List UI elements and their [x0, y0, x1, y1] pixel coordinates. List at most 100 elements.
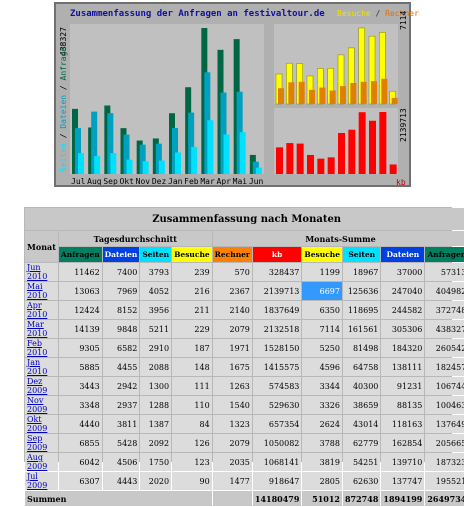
group-monthly: Monats-Summe — [212, 231, 464, 246]
bar-seiten — [110, 153, 117, 174]
table-row: Dez 2009 3443 2942 1300 111 1263 574583 3344 403… — [25, 377, 464, 395]
table-cell: 12424 — [58, 301, 102, 319]
table-cell: 3443 — [58, 377, 102, 395]
table-cell: 9305 — [58, 339, 102, 357]
bar-dateien — [91, 111, 98, 174]
col-dateien-daily: Dateien — [102, 247, 140, 262]
bar-dateien — [188, 112, 195, 174]
month-link[interactable]: Apr 2010 — [27, 301, 48, 319]
table-cell: 2035 — [212, 453, 252, 471]
table-cell: 3348 — [58, 396, 102, 414]
bar-seiten — [78, 153, 84, 174]
bar-rechner — [288, 82, 295, 104]
bar-seiten — [207, 120, 214, 174]
bar-seiten — [223, 134, 230, 174]
legend-separator: / — [370, 9, 386, 18]
month-link[interactable]: Okt 2009 — [27, 415, 48, 433]
bar-kb — [358, 112, 366, 174]
col-anfragen-monthly: Anfragen — [425, 247, 464, 262]
table-cell: 3819 — [302, 453, 342, 471]
table-row: Sep 2009 6855 5428 2092 126 2079 1050082 3788 62… — [25, 434, 464, 452]
month-link[interactable]: Mar 2010 — [27, 320, 48, 338]
bar-dateien — [107, 113, 114, 174]
month-cell: Nov 2009 — [25, 396, 58, 414]
month-link[interactable]: Aug 2009 — [27, 453, 48, 471]
month-cell: Jun 2010 — [25, 263, 58, 281]
table-cell: 57313 — [425, 263, 464, 281]
table-cell: 123 — [172, 453, 212, 471]
table-cell: 43014 — [342, 415, 381, 433]
table-cell: 6350 — [302, 301, 342, 319]
table-cell: 13063 — [58, 282, 102, 300]
table-cell: 8152 — [102, 301, 140, 319]
bar-rechner — [381, 78, 388, 104]
table-cell: 6855 — [58, 434, 102, 452]
bar-kb — [317, 158, 325, 174]
month-link[interactable]: Nov 2009 — [27, 396, 48, 414]
bar-kb — [338, 132, 345, 174]
table-cell: 118163 — [381, 415, 425, 433]
table-cell: 138111 — [381, 358, 425, 376]
table-cell: 7969 — [102, 282, 140, 300]
month-link[interactable]: Jan 2010 — [27, 358, 48, 376]
table-cell: 1415575 — [252, 358, 302, 376]
table-cell: 4596 — [302, 358, 342, 376]
table-cell: 139710 — [381, 453, 425, 471]
table-cell: 205665 — [425, 434, 464, 452]
table-cell: 126 — [172, 434, 212, 452]
table-cell: 6582 — [102, 339, 140, 357]
left-legend-part: / — [59, 129, 68, 143]
table-cell: 2140 — [212, 301, 252, 319]
bar-seiten — [191, 146, 198, 174]
table-cell: 2910 — [140, 339, 172, 357]
month-tick: Sep — [103, 177, 118, 185]
chart-legend-right: Besuche / Rechner — [337, 9, 419, 18]
month-tick: Apr — [217, 177, 232, 185]
table-cell: 229 — [172, 320, 212, 338]
table-cell: 64758 — [342, 358, 381, 376]
summary-cell: 1894199 — [381, 491, 425, 506]
table-cell: 1288 — [140, 396, 172, 414]
summary-row: Summen 14180479 51012 872748 1894199 2649734 — [25, 491, 464, 506]
table-cell: 404982 — [425, 282, 464, 300]
month-cell: Mai 2010 — [25, 282, 58, 300]
summary-cell: 2649734 — [425, 491, 464, 506]
legend-kb: kb — [396, 178, 406, 187]
col-dateien-monthly: Dateien — [381, 247, 425, 262]
table-cell: 2079 — [212, 434, 252, 452]
table-cell: 148 — [172, 358, 212, 376]
table-cell: 54251 — [342, 453, 381, 471]
bar-dateien — [139, 144, 146, 174]
bar-dateien — [75, 128, 81, 174]
legend-rechner: Rechner — [385, 9, 419, 18]
month-tick: Jan — [168, 177, 183, 185]
left-plot-area — [70, 24, 264, 174]
table-cell: 2139713 — [252, 282, 302, 300]
bar-dateien — [252, 161, 259, 174]
month-link[interactable]: Feb 2010 — [27, 339, 48, 357]
table-cell: 118695 — [342, 301, 381, 319]
table-cell: 162854 — [381, 434, 425, 452]
month-link[interactable]: Dez 2009 — [27, 377, 48, 395]
table-cell: 18967 — [342, 263, 381, 281]
table-row: Mai 2010 13063 7969 4052 216 2367 2139713 6697 1… — [25, 282, 464, 300]
month-link[interactable]: Mai 2010 — [27, 282, 48, 300]
table-cell: 1050082 — [252, 434, 302, 452]
bar-rechner — [319, 87, 326, 104]
bar-rechner — [391, 97, 398, 104]
table-cell: 372748 — [425, 301, 464, 319]
table-cell: 1323 — [212, 415, 252, 433]
month-cell: Jan 2010 — [25, 358, 58, 376]
col-monat: Monat — [25, 231, 58, 262]
table-cell: 1675 — [212, 358, 252, 376]
bar-rechner — [298, 81, 305, 104]
table-cell: 2937 — [102, 396, 140, 414]
table-cell: 2942 — [102, 377, 140, 395]
table-cell: 100463 — [425, 396, 464, 414]
month-cell: Okt 2009 — [25, 415, 58, 433]
table-cell: 1837649 — [252, 301, 302, 319]
month-link[interactable]: Jun 2010 — [27, 263, 48, 281]
month-link[interactable]: Sep 2009 — [27, 434, 48, 452]
table-row: Nov 2009 3348 2937 1288 110 1540 529630 3326 386… — [25, 396, 464, 414]
table-cell: 9848 — [102, 320, 140, 338]
